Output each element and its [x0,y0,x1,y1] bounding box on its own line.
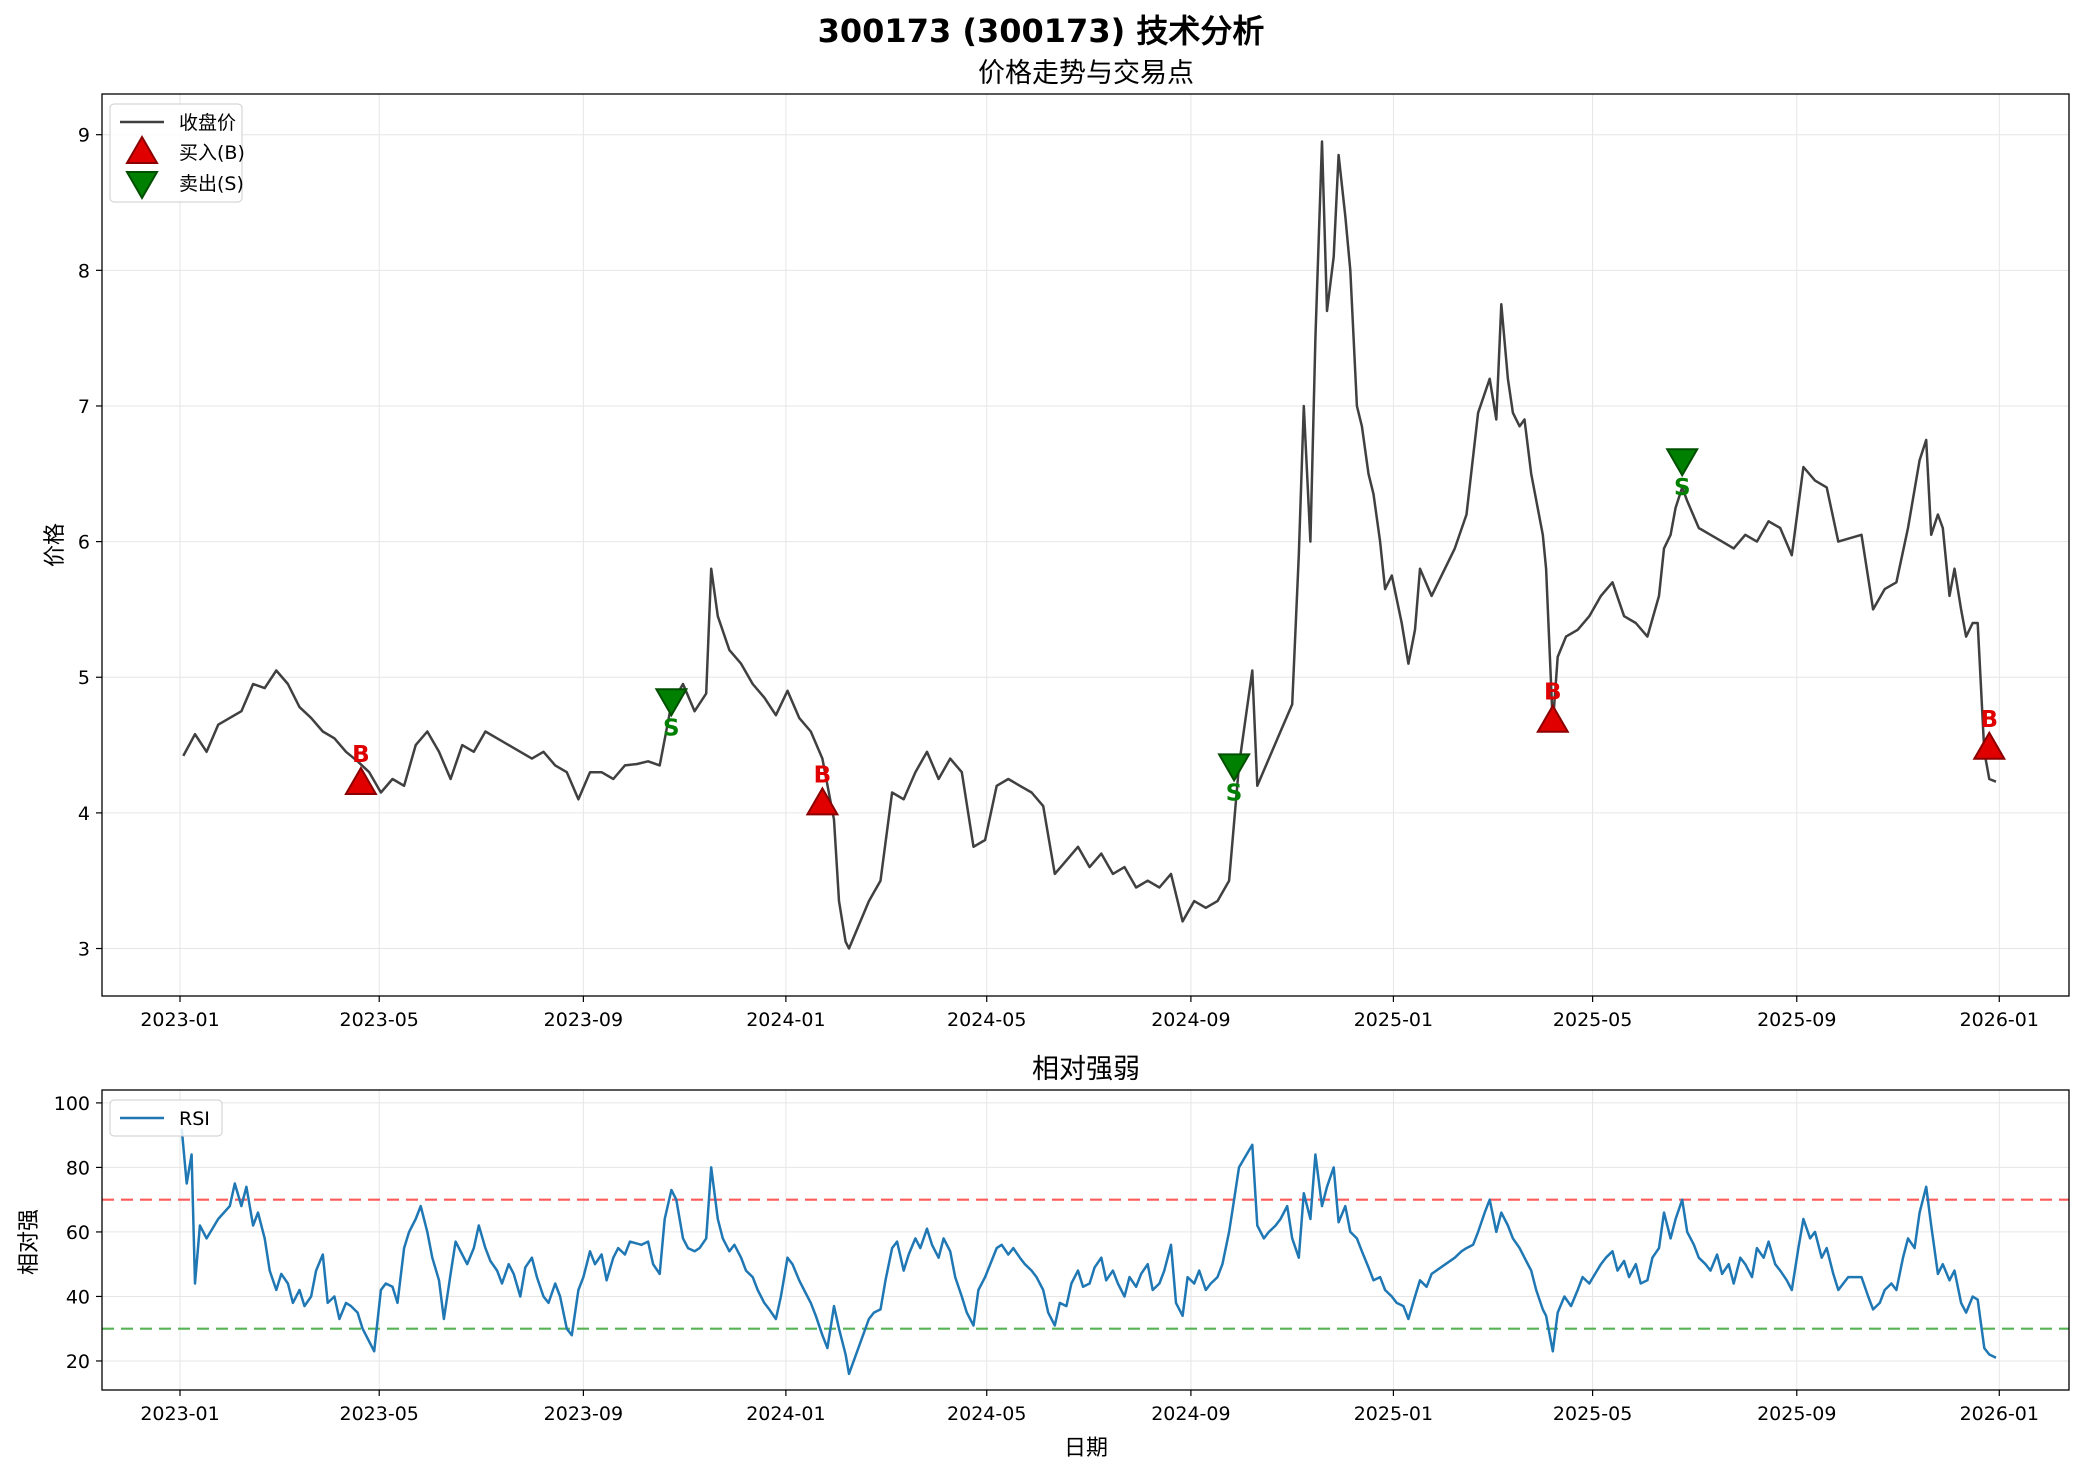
x-tick-label: 2024-05 [947,1009,1026,1031]
y-tick-label: 6 [78,532,90,554]
x-tick-label: 2024-01 [746,1403,825,1425]
rsi-legend-box [109,1099,223,1137]
buy-marker [805,786,840,816]
price-x-ticks: 2023-01 2023-05 2023-09 2024-01 2024-05 2024-… [140,996,2039,1031]
y-tick-label: 100 [54,1093,90,1115]
legend-sell-label: 卖出(S) [179,173,244,195]
rsi-reference-lines [102,1198,2069,1330]
x-tick-label: 2025-09 [1757,1009,1836,1031]
x-tick-label: 2025-09 [1757,1403,1836,1425]
legend-rsi-label: RSI [179,1108,210,1130]
price-legend: 收盘价 买入(B) 卖出(S) [109,103,245,203]
buy-label: B [814,762,832,788]
x-tick-label: 2024-09 [1151,1403,1230,1425]
figure-suptitle: 300173 (300173) 技术分析 [818,12,1265,50]
price-gridlines [102,94,2069,996]
rsi-axes-frame [101,1089,2070,1391]
x-tick-label: 2024-01 [746,1009,825,1031]
legend-buy-marker [125,134,159,164]
x-tick-label: 2023-01 [140,1009,219,1031]
y-tick-label: 4 [78,803,90,825]
y-tick-label: 5 [78,667,90,689]
rsi-y-axis-label: 相对强 [17,1209,42,1275]
x-tick-label: 2023-05 [340,1403,419,1425]
x-tick-label: 2024-09 [1151,1009,1230,1031]
close-price-line [182,140,1997,950]
buy-marker [1536,703,1570,733]
x-tick-label: 2023-09 [544,1009,623,1031]
buy-label: B [1544,680,1562,706]
x-tick-label: 2025-05 [1553,1009,1632,1031]
x-tick-label: 2025-05 [1553,1403,1632,1425]
rsi-line [180,1128,1997,1376]
x-tick-label: 2026-01 [1960,1403,2039,1425]
y-tick-label: 20 [66,1351,90,1373]
buy-label: B [1981,707,1999,733]
y-tick-label: 8 [78,260,90,282]
y-tick-label: 40 [66,1286,90,1308]
x-tick-label: 2023-05 [340,1009,419,1031]
sell-marker [1665,448,1699,478]
rsi-y-ticks: 20 40 60 80 100 [54,1093,102,1373]
x-tick-label: 2025-01 [1354,1009,1433,1031]
y-tick-label: 80 [66,1157,90,1179]
legend-sell-marker [125,171,159,201]
rsi-legend: RSI [109,1099,223,1137]
y-tick-label: 3 [78,939,90,961]
y-tick-label: 60 [66,1222,90,1244]
sell-label: S [663,715,680,741]
sell-marker [1217,753,1251,783]
x-tick-label: 2023-09 [544,1403,623,1425]
legend-buy-label: 买入(B) [179,142,245,164]
price-axes-frame [101,93,2070,997]
legend-close-label: 收盘价 [179,112,236,134]
sell-marker [654,688,689,718]
y-tick-label: 7 [78,396,90,418]
x-tick-label: 2025-01 [1354,1403,1433,1425]
sell-label: S [1226,780,1243,806]
rsi-gridlines [102,1090,2069,1390]
rsi-plot-area [180,1128,1997,1376]
price-y-ticks: 3 4 5 6 7 8 9 [78,125,102,961]
y-tick-label: 9 [78,125,90,147]
sell-label: S [1674,475,1691,501]
buy-label: B [352,742,370,768]
rsi-panel-title: 相对强弱 [1032,1054,1140,1085]
buy-marker [344,765,378,795]
price-plot-area: B B B B S S S [182,140,2007,950]
x-tick-label: 2024-05 [947,1403,1026,1425]
x-tick-label: 2023-01 [140,1403,219,1425]
price-panel-title: 价格走势与交易点 [978,58,1194,89]
x-tick-label: 2026-01 [1960,1009,2039,1031]
rsi-x-axis-label: 日期 [1064,1436,1108,1461]
buy-marker [1972,730,2007,760]
rsi-x-ticks: 2023-01 2023-05 2023-09 2024-01 2024-05 2024-… [140,1390,2039,1425]
price-y-axis-label: 价格 [43,523,68,567]
